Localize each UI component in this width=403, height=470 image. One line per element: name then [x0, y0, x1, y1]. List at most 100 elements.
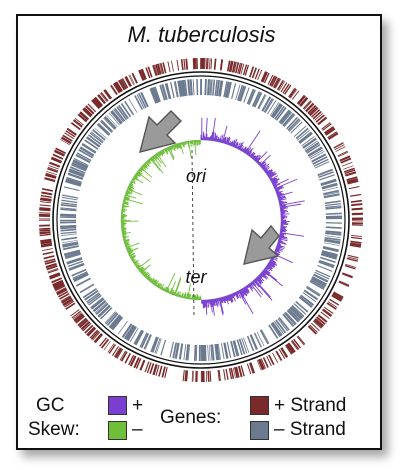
gc-skew-negative: [137, 258, 151, 270]
minus-strand-gene: [317, 169, 334, 177]
gc-skew-positive: [219, 135, 222, 143]
gc-skew-positive: [269, 177, 272, 180]
plus-strand-gene: [89, 329, 99, 339]
gc-skew-negative: [141, 165, 147, 171]
gc-skew-positive: [277, 243, 282, 246]
gc-skew-negative: [127, 187, 133, 190]
gc-skew-positive: [279, 201, 286, 204]
gc-skew-negative: [185, 141, 188, 145]
plus-strand-gene: [44, 178, 55, 183]
gc-skew-negative: [175, 293, 177, 297]
plus-strand-gene: [47, 166, 59, 172]
minus-strand-gene: [100, 119, 114, 133]
minus-strand-gene: [129, 327, 139, 343]
gc-skew-positive: [241, 148, 245, 152]
plus-strand-gene: [135, 358, 142, 369]
minus-strand-gene: [88, 294, 102, 306]
minus-strand-gene: [287, 118, 300, 131]
gc-skew-negative: [179, 142, 184, 154]
minus-strand-gene: [60, 226, 77, 230]
gc-skew-negative: [185, 292, 188, 299]
gc-skew-positive: [227, 142, 230, 145]
gc-skew-negative: [169, 281, 176, 295]
gc-skew-positive: [267, 263, 273, 268]
minus-strand-gene: [106, 312, 119, 326]
plus-strand-gene: [84, 324, 94, 334]
minus-strand-gene: [310, 279, 325, 289]
plus-strand-gene: [300, 97, 309, 107]
plus-strand-gene: [119, 350, 126, 361]
plus-strand-gene: [350, 240, 362, 244]
gc-skew-negative: [161, 286, 164, 290]
plus-strand-gene: [46, 265, 58, 271]
gc-skew-positive: [229, 294, 233, 303]
plus-strand-gene: [340, 157, 352, 164]
minus-strand-gene: [192, 79, 195, 96]
minus-strand-gene: [323, 191, 340, 196]
gc-skew-negative: [122, 236, 130, 239]
minus-strand-gene: [320, 253, 337, 260]
plus-strand-gene: [230, 367, 235, 379]
plus-strand-gene: [47, 167, 59, 173]
gc-skew-positive: [246, 285, 249, 289]
gc-skew-negative: [175, 143, 179, 149]
gc-skew-negative: [128, 185, 133, 188]
minus-strand-gene: [175, 342, 180, 359]
plus-strand-gene: [125, 75, 132, 87]
minus-strand-gene: [321, 251, 338, 257]
minus-strand-gene: [275, 107, 287, 121]
gc-skew-negative: [153, 155, 156, 159]
minus-strand-gene: [325, 206, 342, 210]
plus-strand-gene: [210, 58, 213, 70]
minus-strand-gene: [204, 79, 207, 96]
plus-strand-gene: [140, 69, 146, 80]
plus-strand-gene: [103, 340, 111, 350]
minus-strand-gene: [208, 344, 211, 361]
gc-skew-negative: [135, 173, 141, 178]
minus-strand-gene: [189, 79, 193, 96]
gc-skew-negative: [174, 278, 182, 296]
gc-skew-positive: [272, 181, 279, 185]
gc-skew-positive: [215, 298, 219, 308]
gc-skew-negative: [128, 253, 131, 256]
gc-skew-positive: [239, 147, 243, 151]
plus-strand-gene: [94, 96, 103, 107]
minus-strand-gene: [305, 286, 321, 297]
gc-skew-positive: [229, 142, 232, 146]
plus-strand-gene: [115, 81, 123, 92]
plus-strand-gene: [192, 370, 194, 382]
minus-strand-gene: [267, 100, 277, 115]
plus-strand-gene: [218, 369, 221, 381]
gc-skew-positive: [274, 186, 277, 189]
gc-skew-positive: [229, 141, 233, 146]
plus-strand-gene: [81, 322, 91, 331]
minus-strand-gene: [300, 295, 314, 306]
gc-skew-positive: [273, 185, 278, 188]
plus-strand-gene: [86, 326, 96, 336]
gc-skew-positive: [280, 208, 285, 211]
minus-strand-gene: [324, 200, 341, 204]
gc-skew-negative: [158, 151, 161, 156]
gc-skew-positive: [273, 178, 289, 187]
minus-strand-gene: [145, 334, 152, 350]
gc-skew-positive: [279, 235, 288, 238]
plus-strand-gene: [131, 72, 138, 84]
gc-skew-positive: [259, 161, 265, 167]
minus-strand-gene: [320, 254, 337, 260]
gc-skew-positive: [279, 234, 284, 236]
gc-skew-negative: [123, 198, 144, 205]
gc-skew-negative: [139, 269, 144, 273]
gc-skew-positive: [277, 191, 293, 198]
gc-skew-positive: [276, 246, 283, 251]
gc-skew-positive: [238, 290, 244, 299]
ori-label: ori: [186, 166, 207, 186]
gc-skew-positive: [256, 276, 264, 284]
minus-strand-gene: [290, 306, 303, 319]
gc-skew-negative: [130, 255, 136, 259]
plus-strand-gene: [140, 359, 146, 371]
gc-skew-negative: [149, 279, 153, 283]
plus-strand-gene: [129, 355, 136, 367]
plus-strand-gene: [121, 78, 129, 89]
gc-skew-positive: [280, 209, 288, 212]
minus-strand-gene: [174, 342, 179, 359]
